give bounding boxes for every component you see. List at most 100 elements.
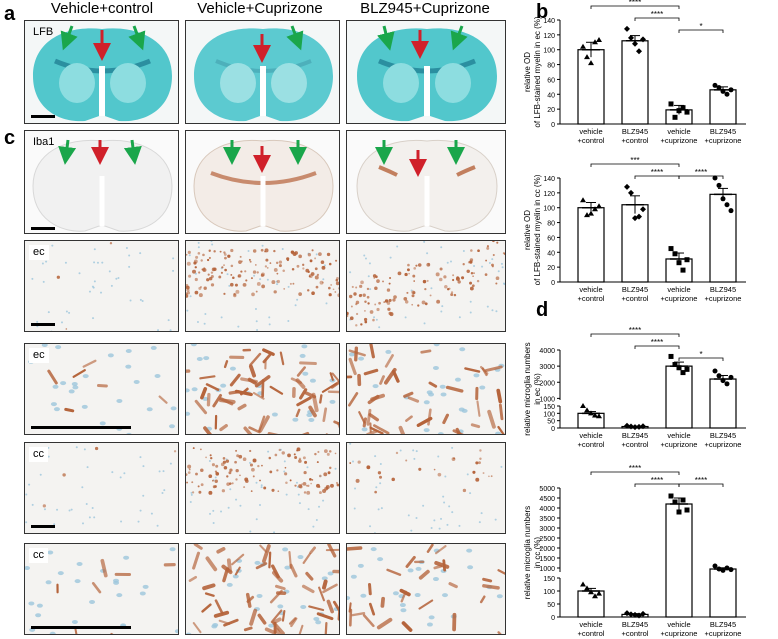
region-label-ec: ec — [29, 245, 49, 260]
bar — [621, 40, 649, 125]
category-label: vehicle — [579, 620, 602, 629]
data-point — [632, 424, 638, 431]
y-tick-label: 50 — [547, 602, 555, 609]
y-tick-label: 4500 — [539, 496, 555, 503]
panel-letter-b: b — [536, 1, 549, 23]
micrograph-tile: ec — [24, 343, 179, 435]
significance-bracket — [590, 471, 680, 475]
lfb-brain-image — [194, 28, 333, 122]
data-point — [680, 497, 686, 503]
iba1-tile-vehicle-control: Iba1 — [24, 130, 179, 234]
y-tick-label: 150 — [543, 576, 555, 583]
data-point — [596, 413, 602, 419]
significance-label: **** — [629, 326, 641, 335]
category-label: +control — [578, 629, 605, 638]
significance-label: **** — [695, 476, 707, 485]
y-axis-label: relative microglia numbers — [523, 342, 532, 435]
y-tick-label: 120 — [543, 191, 555, 198]
category-label: vehicle — [579, 127, 602, 136]
category-label: vehicle — [579, 285, 602, 294]
category-label: +control — [622, 629, 649, 638]
data-point — [720, 88, 726, 94]
category-label: +cuprizone — [705, 294, 742, 303]
data-point — [588, 210, 594, 216]
data-point — [668, 493, 674, 499]
y-tick-label: 140 — [543, 176, 555, 183]
significance-bracket — [678, 357, 724, 361]
category-label: +control — [622, 440, 649, 449]
y-axis-label: in cc (%) — [533, 537, 542, 568]
category-label: +cuprizone — [661, 440, 698, 449]
y-tick-label: 1000 — [539, 566, 555, 573]
significance-label: **** — [629, 464, 641, 473]
y-tick-label: 80 — [547, 221, 555, 228]
micrograph-tile — [185, 543, 340, 635]
y-tick-label: 100 — [543, 48, 555, 55]
category-label: +control — [622, 136, 649, 145]
column-title-vehicle-control: Vehicle+control — [50, 0, 154, 17]
y-axis-label: in ec (%) — [533, 373, 542, 405]
micrograph-image — [347, 241, 505, 329]
data-point — [724, 381, 730, 387]
y-tick-label: 4000 — [539, 348, 555, 355]
scale-bar — [31, 426, 131, 429]
micrograph-tile — [185, 343, 340, 435]
category-label: +cuprizone — [661, 136, 698, 145]
micrograph-image — [186, 241, 339, 331]
lfb-arrows — [60, 25, 468, 63]
data-point — [680, 105, 686, 111]
y-axis-label: relative OD — [523, 210, 532, 250]
category-label: vehicle — [579, 431, 602, 440]
data-point — [584, 54, 590, 60]
micrograph-tile — [346, 343, 506, 435]
category-label: vehicle — [667, 431, 690, 440]
category-label: +cuprizone — [661, 294, 698, 303]
category-label: BLZ945 — [622, 431, 648, 440]
y-tick-label: 0 — [551, 615, 555, 622]
region-label-cc: cc — [29, 548, 48, 563]
significance-label: **** — [651, 338, 663, 347]
scale-bar — [31, 115, 55, 118]
y-axis-label: of LFB-stained myelin in ec (%) — [533, 16, 542, 127]
category-label: vehicle — [667, 127, 690, 136]
bar — [709, 193, 737, 283]
y-tick-label: 3000 — [539, 364, 555, 371]
data-point — [716, 373, 722, 379]
data-point — [672, 114, 678, 120]
y-axis-label: relative microglia numbers — [523, 506, 532, 599]
y-tick-label: 80 — [547, 63, 555, 70]
data-point — [580, 403, 586, 408]
data-point — [592, 39, 598, 45]
data-point — [672, 251, 678, 257]
data-point — [712, 563, 718, 569]
y-tick-label: 1000 — [539, 396, 555, 403]
category-label: vehicle — [667, 285, 690, 294]
category-label: BLZ945 — [710, 620, 736, 629]
data-point — [684, 507, 690, 513]
significance-label: **** — [695, 168, 707, 177]
significance-label: * — [699, 22, 702, 31]
y-tick-label: 0 — [551, 122, 555, 129]
data-point — [584, 212, 590, 218]
y-tick-label: 2500 — [539, 536, 555, 543]
data-point — [680, 267, 686, 273]
data-point — [624, 25, 630, 32]
micrograph-tile: ec — [24, 240, 179, 332]
data-point — [632, 611, 638, 618]
scale-bar — [31, 227, 55, 230]
category-label: +control — [578, 136, 605, 145]
significance-label: **** — [651, 168, 663, 177]
data-point — [596, 203, 602, 209]
micrograph-tile — [185, 240, 340, 332]
data-point — [720, 567, 726, 573]
data-point — [668, 101, 674, 107]
data-point — [728, 208, 734, 214]
micrograph-image — [347, 544, 505, 634]
data-point — [716, 85, 722, 91]
micrograph-image — [25, 446, 177, 527]
y-tick-label: 100 — [543, 589, 555, 596]
data-point — [580, 197, 586, 203]
lfb-brain-image — [33, 28, 172, 122]
significance-label: **** — [651, 476, 663, 485]
